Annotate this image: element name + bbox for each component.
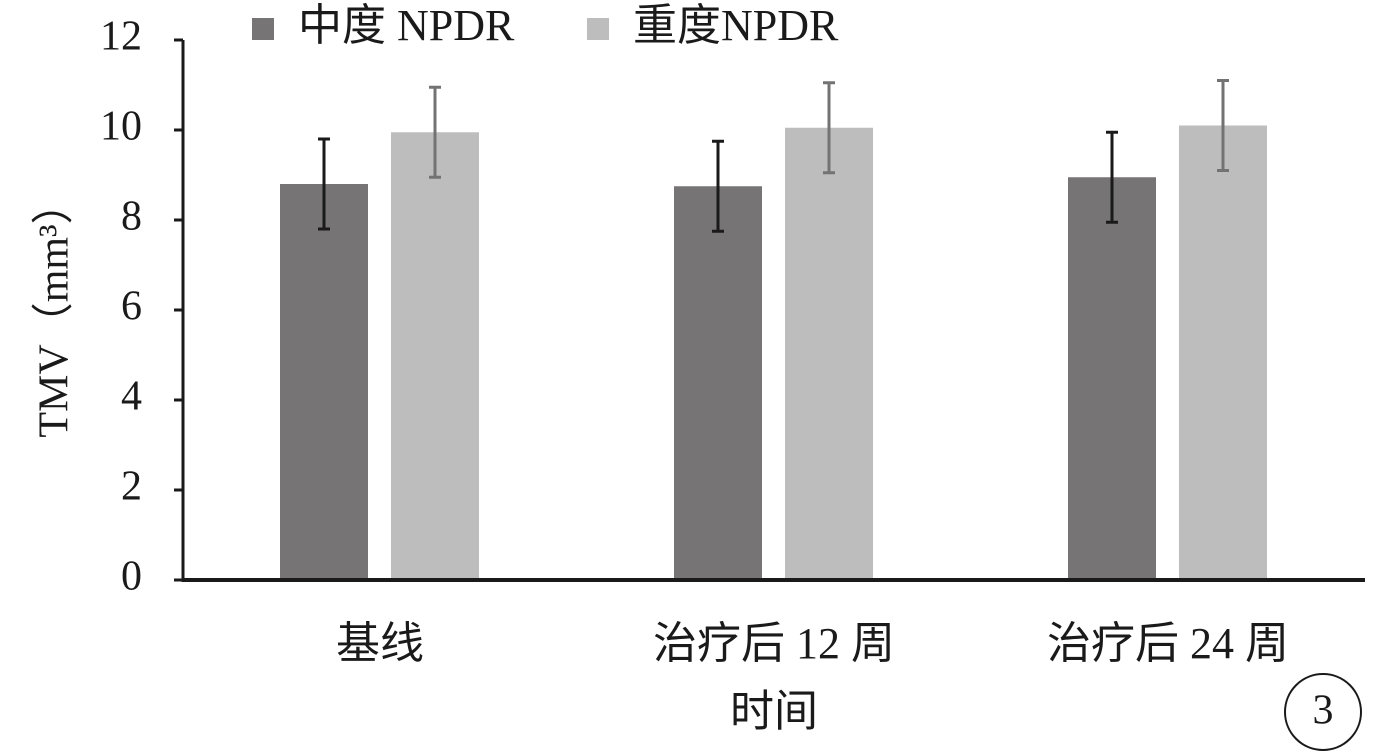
x-tick-label: 治疗后 12 周 [653, 619, 895, 668]
error-bar [712, 139, 724, 233]
error-bar [318, 137, 330, 231]
y-tick-label: 4 [121, 374, 142, 420]
bar [1068, 177, 1156, 580]
bar [391, 132, 479, 580]
bar [674, 186, 762, 580]
legend-swatch [252, 18, 274, 40]
y-axis-label: TMV（mm³） [32, 182, 78, 437]
legend-label: 重度NPDR [633, 1, 839, 50]
y-tick-label: 2 [121, 464, 142, 510]
bar [785, 127, 873, 580]
bar [1179, 125, 1267, 580]
error-bar [429, 85, 441, 179]
y-tick-label: 0 [121, 554, 142, 600]
error-bar [1106, 130, 1118, 224]
x-tick-label: 治疗后 24 周 [1047, 619, 1289, 668]
error-bar [823, 81, 835, 175]
bar [280, 184, 368, 580]
x-axis-label: 时间 [730, 687, 818, 736]
legend-swatch [587, 18, 609, 40]
x-tick-label: 基线 [336, 619, 424, 668]
y-tick-label: 10 [100, 104, 142, 150]
y-tick-label: 8 [121, 194, 142, 240]
annotation: 3 [1313, 688, 1334, 734]
annotation-circle [1284, 673, 1362, 751]
error-bar [1217, 79, 1229, 172]
y-tick-label: 12 [100, 14, 142, 60]
y-tick-label: 6 [121, 284, 142, 330]
legend-label: 中度 NPDR [298, 1, 515, 50]
